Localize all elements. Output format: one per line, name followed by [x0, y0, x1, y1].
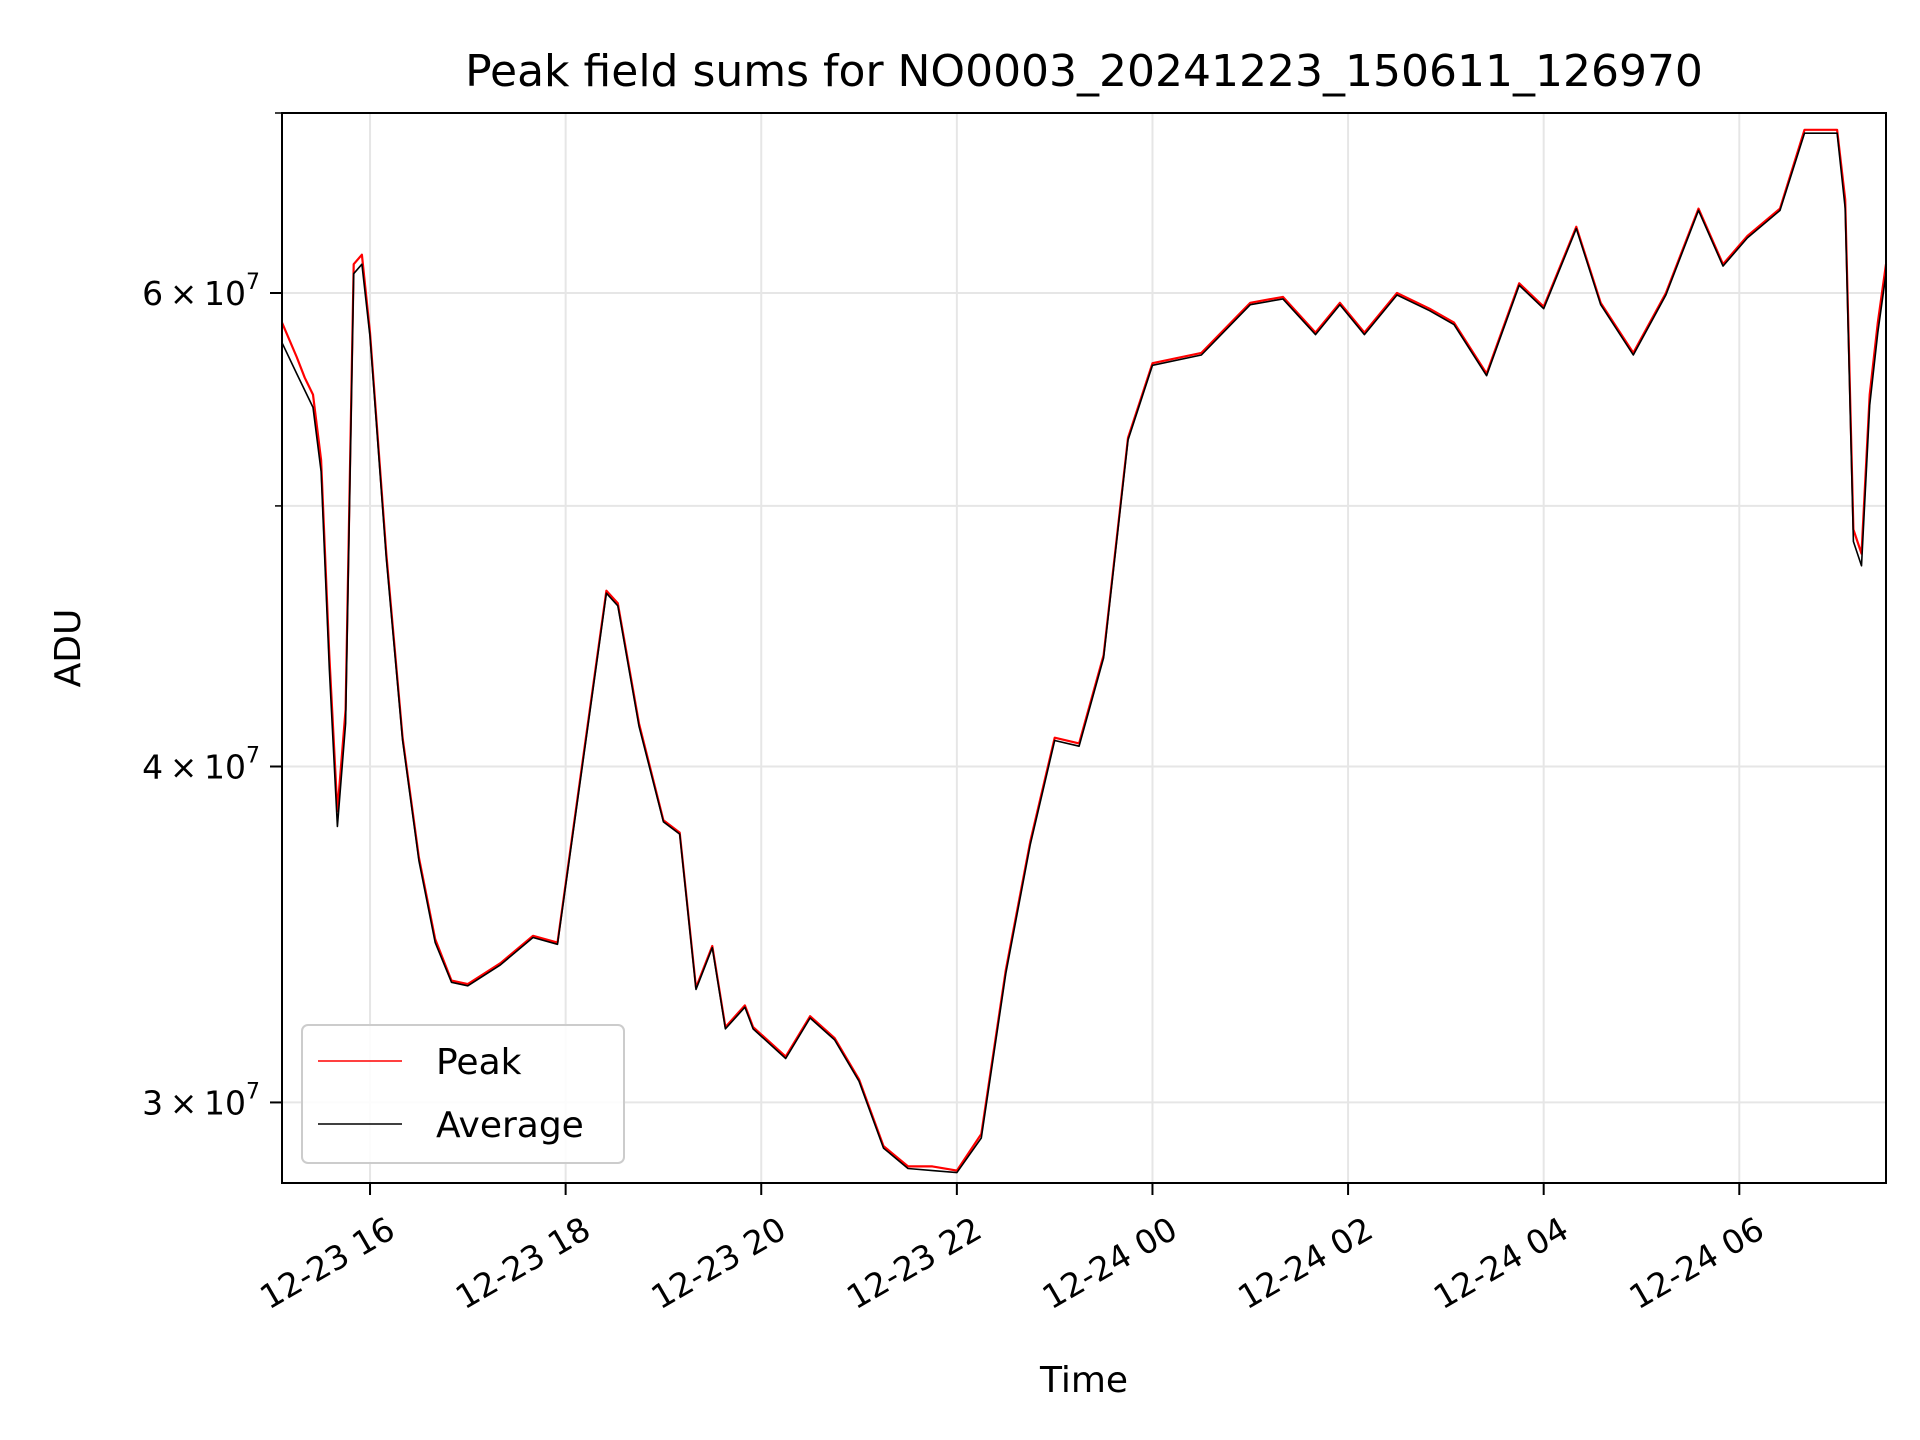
legend: Peak Average	[301, 1024, 625, 1164]
y-axis-label: ADU	[48, 609, 89, 688]
y-tick-label: 6 × 107	[142, 270, 260, 313]
legend-label-peak: Peak	[436, 1042, 522, 1083]
series-layer	[280, 128, 1888, 1174]
y-tick-label: 4 × 107	[142, 743, 260, 786]
y-tick-label: 3 × 107	[142, 1079, 260, 1122]
series-line-average	[281, 132, 1887, 1174]
legend-label-average: Average	[436, 1105, 584, 1146]
chart-title: Peak field sums for NO0003_20241223_1506…	[465, 46, 1703, 97]
plot-area-frame	[281, 112, 1887, 1184]
legend-box	[301, 1024, 625, 1164]
x-axis-label: Time	[1039, 1360, 1128, 1401]
y-axis-ticks: 3 × 107 4 × 107 6 × 107	[142, 112, 282, 1122]
